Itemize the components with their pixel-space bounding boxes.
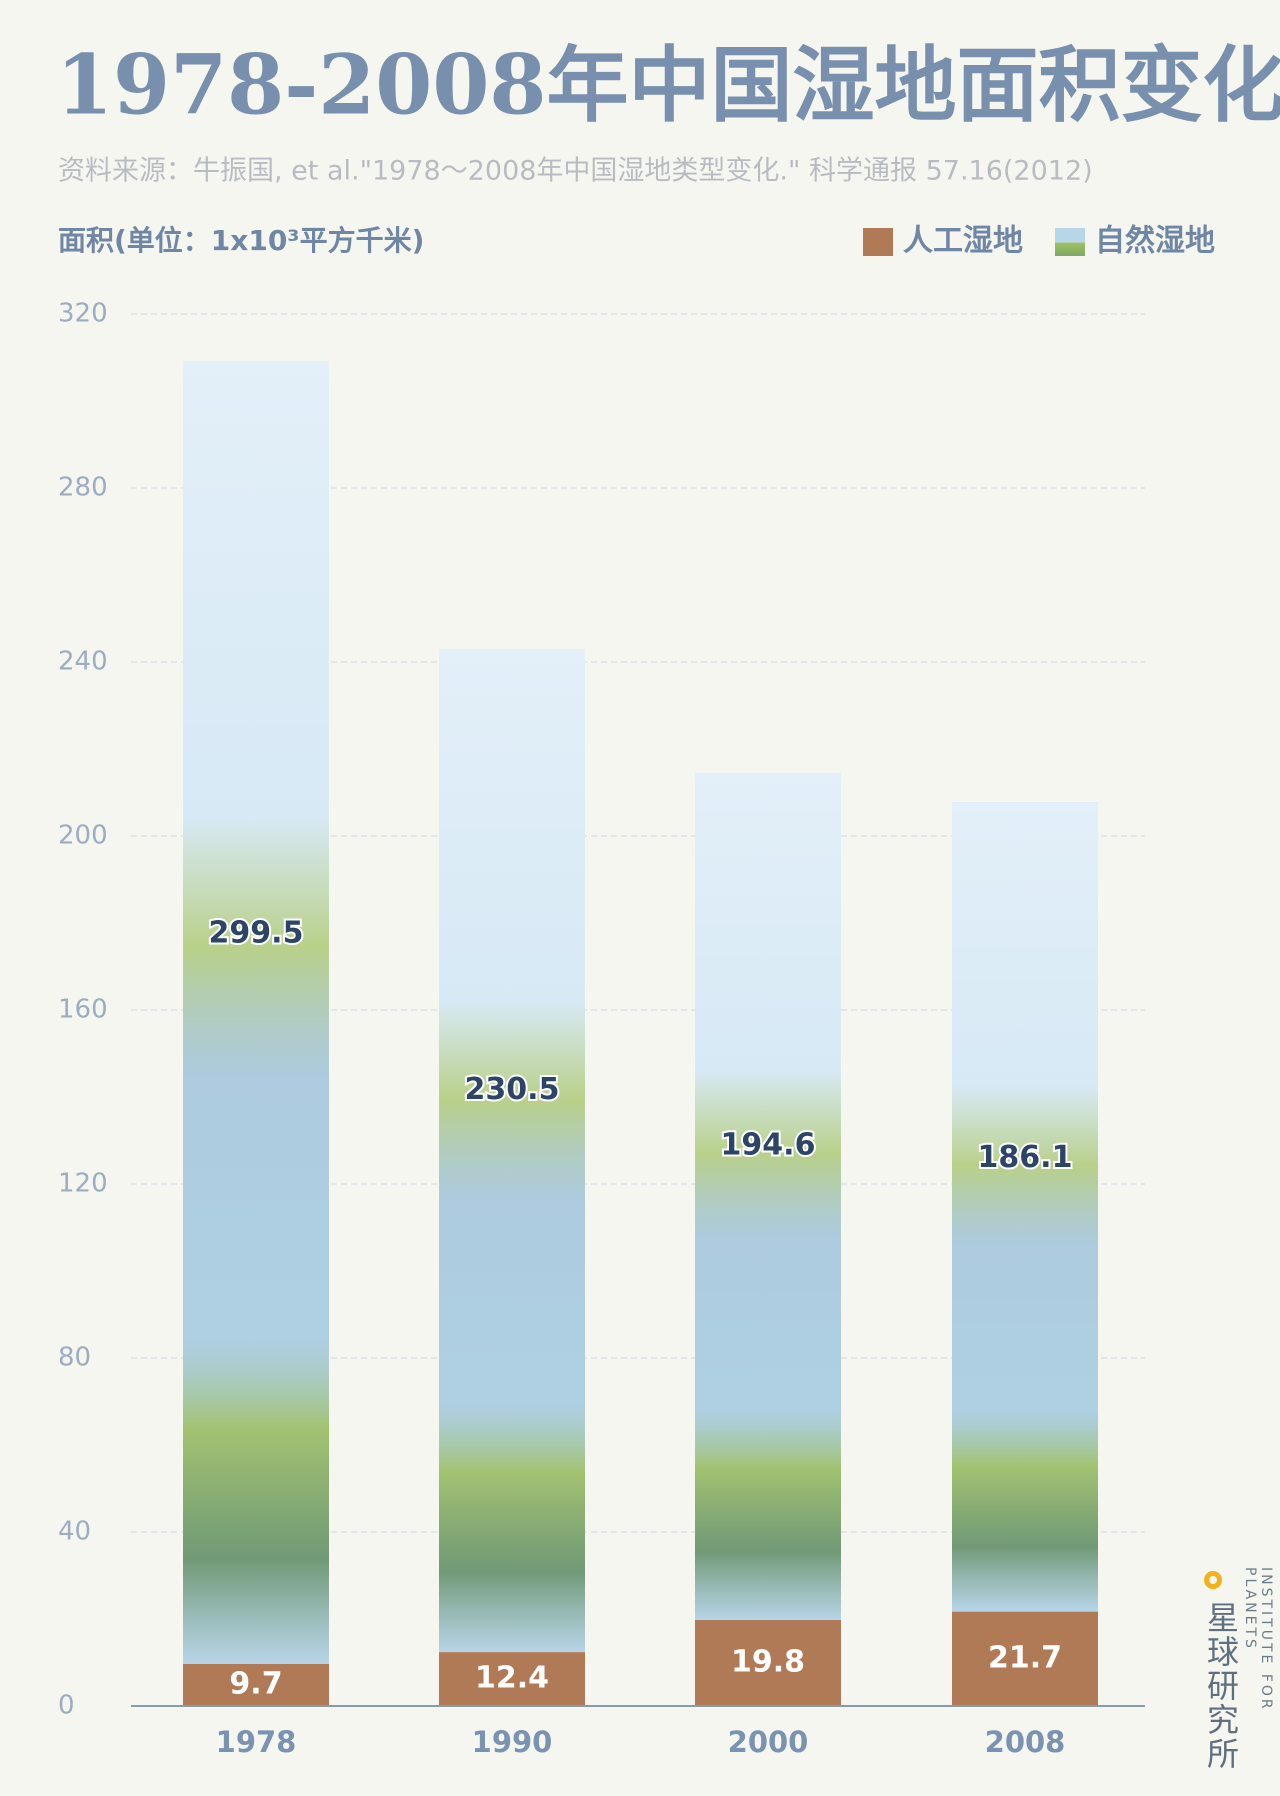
value-label: 194.6	[721, 1127, 816, 1162]
bar-segment	[183, 1663, 329, 1706]
y-tick-label: 240	[58, 647, 108, 677]
value-label: 12.4	[475, 1661, 549, 1696]
value-label: 9.7	[229, 1666, 282, 1701]
x-tick-label: 2008	[985, 1725, 1066, 1759]
chart-subtitle: 资料来源：牛振国, et al."1978～2008年中国湿地类型变化." 科学…	[58, 156, 1093, 187]
y-tick-label: 40	[58, 1517, 91, 1547]
bar-texture	[952, 802, 1098, 1612]
y-tick-label: 280	[58, 473, 108, 503]
y-tick-label: 0	[58, 1691, 75, 1721]
y-tick-label: 320	[58, 299, 108, 329]
legend-label: 自然湿地	[1095, 224, 1215, 259]
brand-tagline: INSTITUTE FOR PLANETS	[1242, 1567, 1274, 1712]
brand-name: 星球研究所	[1202, 1601, 1240, 1771]
x-tick-label: 1990	[472, 1725, 553, 1759]
y-tick-label: 80	[58, 1343, 91, 1373]
bar-segment	[695, 1619, 841, 1706]
bar-segment	[439, 1652, 585, 1706]
legend-swatch	[1055, 228, 1085, 256]
value-label: 19.8	[731, 1644, 805, 1679]
legend-swatch	[863, 228, 893, 256]
value-label: 186.1	[978, 1140, 1073, 1175]
value-label: 21.7	[988, 1640, 1062, 1675]
y-tick-label: 200	[58, 821, 108, 851]
x-tick-label: 1978	[216, 1725, 297, 1759]
bar-texture	[439, 649, 585, 1653]
legend-label: 人工湿地	[903, 224, 1023, 259]
value-label: 230.5	[465, 1072, 560, 1107]
y-tick-label: 120	[58, 1169, 108, 1199]
brand-logo	[1204, 1571, 1222, 1589]
x-tick-label: 2000	[728, 1725, 809, 1759]
y-tick-label: 160	[58, 995, 108, 1025]
chart-title: 1978-2008年中国湿地面积变化	[56, 37, 1280, 133]
value-label: 299.5	[209, 916, 304, 951]
y-axis-label: 面积(单位：1x10³平方千米)	[58, 224, 424, 257]
bar-texture	[183, 360, 329, 1664]
bar-segment	[952, 1611, 1098, 1706]
bar-texture	[695, 773, 841, 1620]
brand: 星球研究所 INSTITUTE FOR PLANETS	[1190, 1565, 1280, 1790]
